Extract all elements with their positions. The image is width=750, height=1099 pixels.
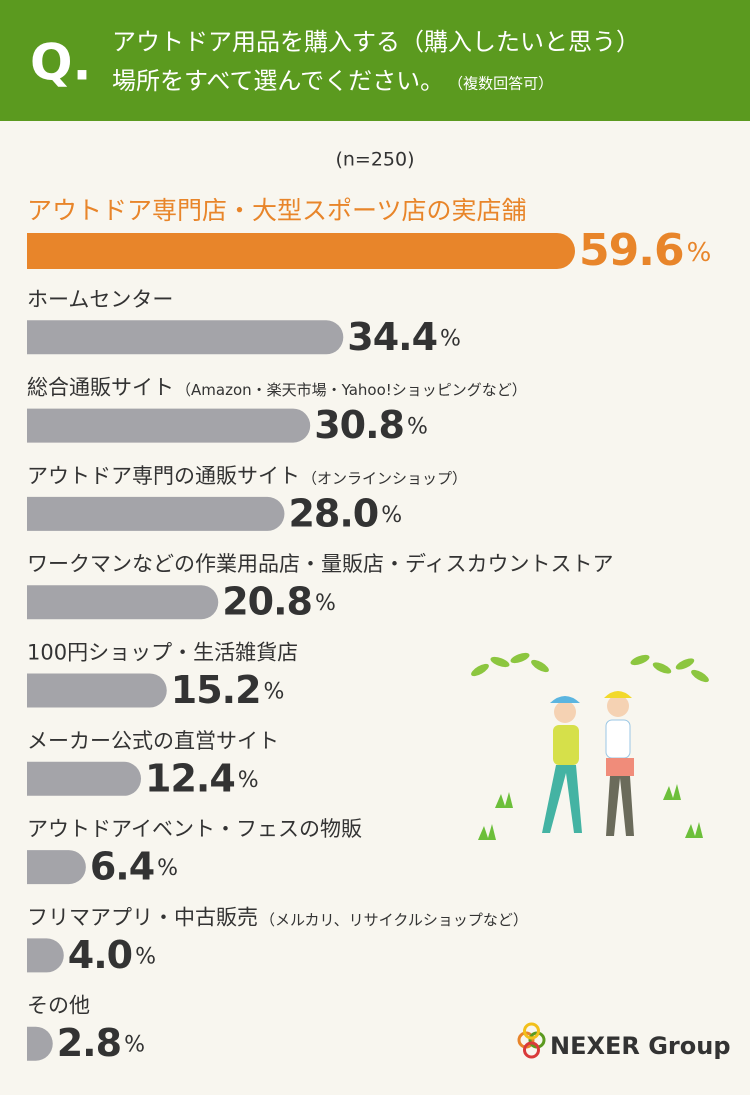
category-label: ホームセンター [27,287,173,311]
category-label: 総合通販サイト [27,376,174,400]
category-note: （Amazon・楽天市場・Yahoo!ショッピングなど） [176,381,527,399]
bar [27,938,64,973]
title-mark: Q. [30,34,92,92]
category-label: アウトドア専門の通販サイト [27,464,300,488]
bar [27,408,311,443]
brand-logo [517,1022,546,1059]
bar [27,761,142,796]
subtitle: (n=250) [335,149,414,171]
bar [27,320,344,355]
category-note: （オンラインショップ） [302,469,467,487]
title-line: 場所をすべて選んでください。 [112,67,444,95]
category-label: フリマアプリ・中古販売 [27,905,258,929]
bar [27,496,285,531]
category-label: ワークマンなどの作業用品店・量販店・ディスカウントストア [27,552,614,576]
category-note: （メルカリ、リサイクルショップなど） [260,911,528,929]
category-label: アウトドア専門店・大型スポーツ店の実店舗 [27,196,527,225]
brand: NEXER Group [550,1032,731,1060]
bar [27,585,219,620]
illustration [471,652,709,840]
title-note: （複数回答可） [448,75,553,93]
bar [27,850,86,885]
header-band [0,0,750,121]
category-label: アウトドアイベント・フェスの物販 [27,817,362,841]
bar [27,1026,53,1061]
bar [27,673,167,708]
category-label: メーカー公式の直営サイト [27,729,279,753]
bar [27,233,575,269]
category-label: 100円ショップ・生活雑貨店 [27,641,298,665]
title-line: アウトドア用品を購入する（購入したいと思う） [112,28,640,56]
category-label: その他 [27,994,90,1018]
